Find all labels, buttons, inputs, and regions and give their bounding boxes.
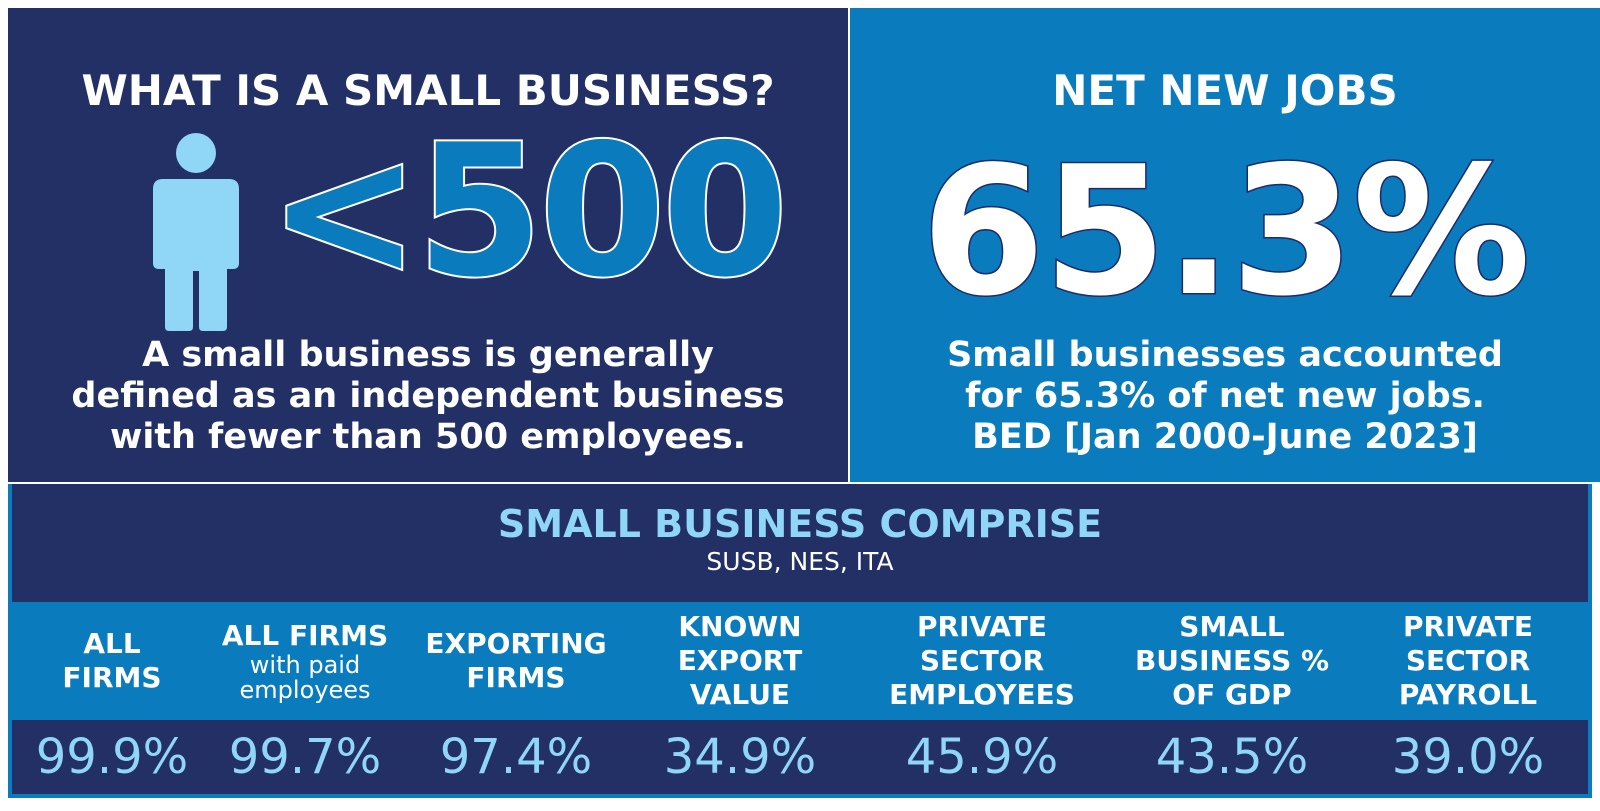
column-value: 43.5% (1155, 729, 1309, 785)
column-value: 39.0% (1391, 729, 1545, 785)
column-header-line: OF GDP (1172, 678, 1292, 711)
bottom-border (8, 794, 1592, 798)
net-new-jobs-description-line: Small businesses accounted (947, 335, 1503, 375)
column-header-line: SECTOR (1405, 644, 1531, 677)
net-new-jobs-description-line: for 65.3% of net new jobs. (965, 376, 1485, 416)
net-new-jobs-title: NET NEW JOBS (1052, 66, 1398, 115)
net-new-jobs-value: 65.3% (920, 128, 1533, 335)
column-value: 45.9% (905, 729, 1059, 785)
column-value: 99.9% (35, 729, 189, 785)
column-header-line: SMALL (1179, 610, 1285, 643)
small-business-definition-panel: WHAT IS A SMALL BUSINESS? <500 A small b… (8, 8, 848, 482)
column-header: PRIVATE SECTOR EMPLOYEES (872, 602, 1092, 720)
net-new-jobs-description: Small businesses accounted for 65.3% of … (850, 335, 1600, 458)
column-header-line: FIRMS (466, 661, 566, 694)
comprise-sources: SUSB, NES, ITA (706, 547, 894, 576)
definition-description: A small business is generally defined as… (71, 335, 785, 457)
column-header: EXPORTING FIRMS (416, 602, 616, 720)
column-header-line: PRIVATE (1402, 610, 1533, 643)
column-value: 34.9% (663, 729, 817, 785)
column-header: SMALL BUSINESS % OF GDP (1122, 602, 1342, 720)
column-header: ALL FIRMS (12, 602, 212, 720)
column-header-line: KNOWN (678, 610, 802, 643)
definition-title: WHAT IS A SMALL BUSINESS? (81, 66, 775, 115)
small-business-comprise-section: SMALL BUSINESS COMPRISE SUSB, NES, ITA A… (8, 484, 1592, 794)
column-header-line: EXPORTING (425, 627, 607, 660)
column-header-line: PAYROLL (1398, 678, 1538, 711)
column-header-subtext: with paid employees (239, 651, 371, 704)
column-header: PRIVATE SECTOR PAYROLL (1368, 602, 1568, 720)
column-header-line: FIRMS (62, 661, 162, 694)
column-header-line: ALL (83, 627, 141, 660)
column-header-line: ALL FIRMS (221, 619, 389, 652)
column-header: KNOWN EXPORT VALUE (640, 602, 840, 720)
column-header-line: EMPLOYEES (889, 678, 1075, 711)
column-header-line: SECTOR (919, 644, 1045, 677)
comprise-values-row: 99.9% 99.7% 97.4% 34.9% 45.9% 43.5% 39.0… (12, 720, 1588, 794)
column-value: 97.4% (439, 729, 593, 785)
comprise-header-row: ALL FIRMS ALL FIRMS with paid employees EX… (12, 602, 1588, 720)
column-header-line: EXPORT (677, 644, 803, 677)
column-header: ALL FIRMS with paid employees (212, 602, 398, 720)
column-header-line: PRIVATE (916, 610, 1047, 643)
net-new-jobs-panel: NET NEW JOBS 65.3% Small businesses acco… (850, 8, 1600, 482)
comprise-title: SMALL BUSINESS COMPRISE (497, 502, 1103, 546)
column-header-line: VALUE (689, 678, 791, 711)
person-icon (153, 133, 239, 331)
threshold-value: <500 (266, 105, 790, 317)
column-header-line: BUSINESS % (1134, 644, 1330, 677)
column-value: 99.7% (228, 729, 382, 785)
net-new-jobs-source: BED [Jan 2000-June 2023] (972, 417, 1478, 457)
